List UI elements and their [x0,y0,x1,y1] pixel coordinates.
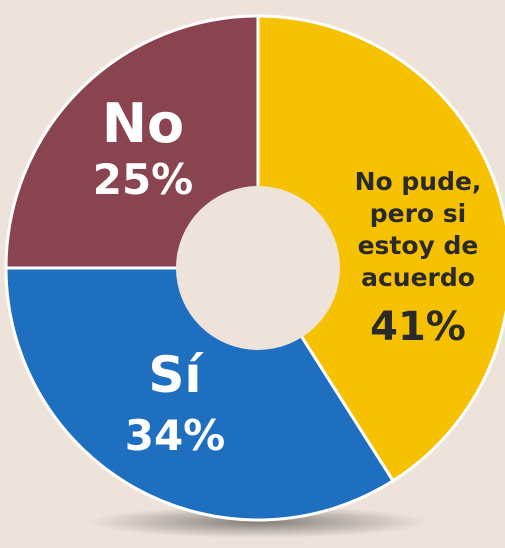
pie-slice-3 [4,14,260,270]
labels-group: No pude, pero si estoy de acuerdo 41% Sí 34% No… [93,92,482,460]
slice-label-1-line-1: No pude, [355,167,482,196]
slice-value-2: 34% [125,411,226,460]
slice-value-3: 25% [93,155,194,204]
chart-shadow [88,506,428,538]
slice-label-1-line-4: acuerdo [361,263,475,292]
slice-label-1-line-3: estoy de [358,231,479,260]
slice-value-1: 41% [370,304,466,350]
donut-hole [176,186,340,350]
slice-label-1-line-2: pero si [370,199,467,228]
slice-label-2-line-1: Sí [148,346,204,404]
slice-label-3-line-1: No [102,92,184,155]
